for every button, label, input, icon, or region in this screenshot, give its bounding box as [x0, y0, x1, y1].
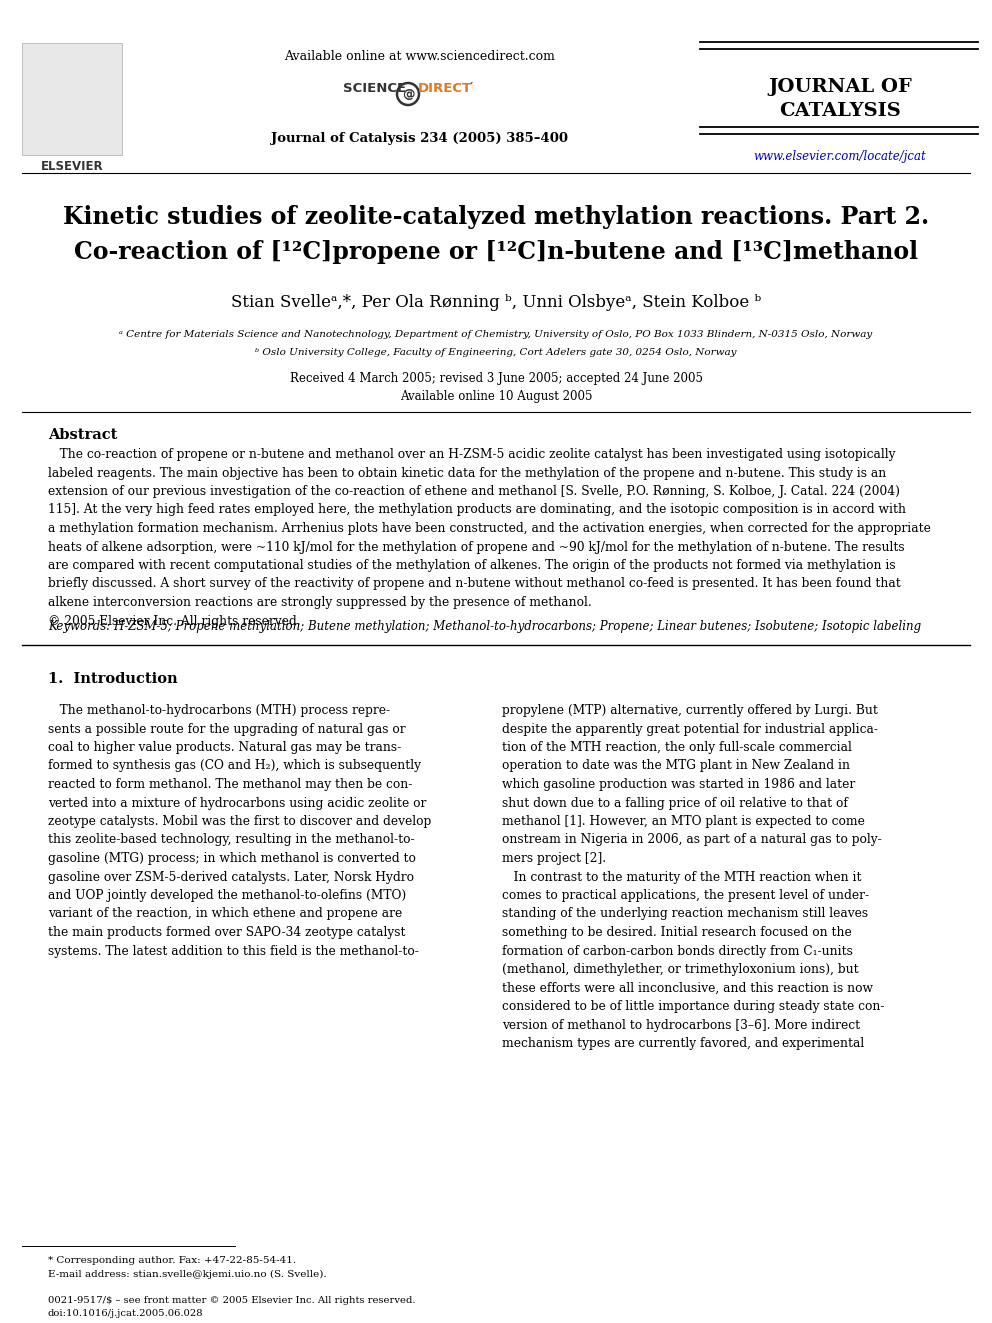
- Text: ᵃ Centre for Materials Science and Nanotechnology, Department of Chemistry, Univ: ᵃ Centre for Materials Science and Nanot…: [119, 329, 873, 339]
- Text: The co-reaction of propene or n-butene and methanol over an H-ZSM-5 acidic zeoli: The co-reaction of propene or n-butene a…: [48, 448, 930, 627]
- Text: ELSEVIER: ELSEVIER: [41, 160, 103, 173]
- Text: * Corresponding author. Fax: +47-22-85-54-41.: * Corresponding author. Fax: +47-22-85-5…: [48, 1256, 297, 1265]
- Text: Keywords: H-ZSM-5; Propene methylation; Butene methylation; Methanol-to-hydrocar: Keywords: H-ZSM-5; Propene methylation; …: [48, 620, 922, 632]
- Text: Journal of Catalysis 234 (2005) 385–400: Journal of Catalysis 234 (2005) 385–400: [272, 132, 568, 146]
- Text: The methanol-to-hydrocarbons (MTH) process repre-
sents a possible route for the: The methanol-to-hydrocarbons (MTH) proce…: [48, 704, 432, 958]
- Text: ᵇ Oslo University College, Faculty of Engineering, Cort Adelers gate 30, 0254 Os: ᵇ Oslo University College, Faculty of En…: [255, 348, 737, 357]
- Text: Abstract: Abstract: [48, 429, 117, 442]
- Text: Available online 10 August 2005: Available online 10 August 2005: [400, 390, 592, 404]
- Text: Available online at www.sciencedirect.com: Available online at www.sciencedirect.co…: [285, 50, 556, 64]
- Text: SCIENCE: SCIENCE: [343, 82, 407, 95]
- Text: 0021-9517/$ – see front matter © 2005 Elsevier Inc. All rights reserved.
doi:10.: 0021-9517/$ – see front matter © 2005 El…: [48, 1297, 416, 1318]
- Text: E-mail address: stian.svelle@kjemi.uio.no (S. Svelle).: E-mail address: stian.svelle@kjemi.uio.n…: [48, 1270, 326, 1279]
- Text: ’: ’: [469, 82, 472, 93]
- Text: JOURNAL OF
CATALYSIS: JOURNAL OF CATALYSIS: [768, 78, 912, 119]
- Text: propylene (MTP) alternative, currently offered by Lurgi. But
despite the apparen: propylene (MTP) alternative, currently o…: [502, 704, 885, 1050]
- Text: @: @: [402, 87, 415, 101]
- Text: Stian Svelleᵃ,*, Per Ola Rønning ᵇ, Unni Olsbyeᵃ, Stein Kolboe ᵇ: Stian Svelleᵃ,*, Per Ola Rønning ᵇ, Unni…: [231, 294, 761, 311]
- Text: Kinetic studies of zeolite-catalyzed methylation reactions. Part 2.: Kinetic studies of zeolite-catalyzed met…: [62, 205, 930, 229]
- Text: Co-reaction of [¹²C]propene or [¹²C]n-butene and [¹³C]methanol: Co-reaction of [¹²C]propene or [¹²C]n-bu…: [74, 239, 918, 265]
- FancyBboxPatch shape: [22, 44, 122, 155]
- Text: Received 4 March 2005; revised 3 June 2005; accepted 24 June 2005: Received 4 March 2005; revised 3 June 20…: [290, 372, 702, 385]
- Text: DIRECT: DIRECT: [418, 82, 472, 95]
- Text: www.elsevier.com/locate/jcat: www.elsevier.com/locate/jcat: [754, 149, 927, 163]
- Text: 1.  Introduction: 1. Introduction: [48, 672, 178, 687]
